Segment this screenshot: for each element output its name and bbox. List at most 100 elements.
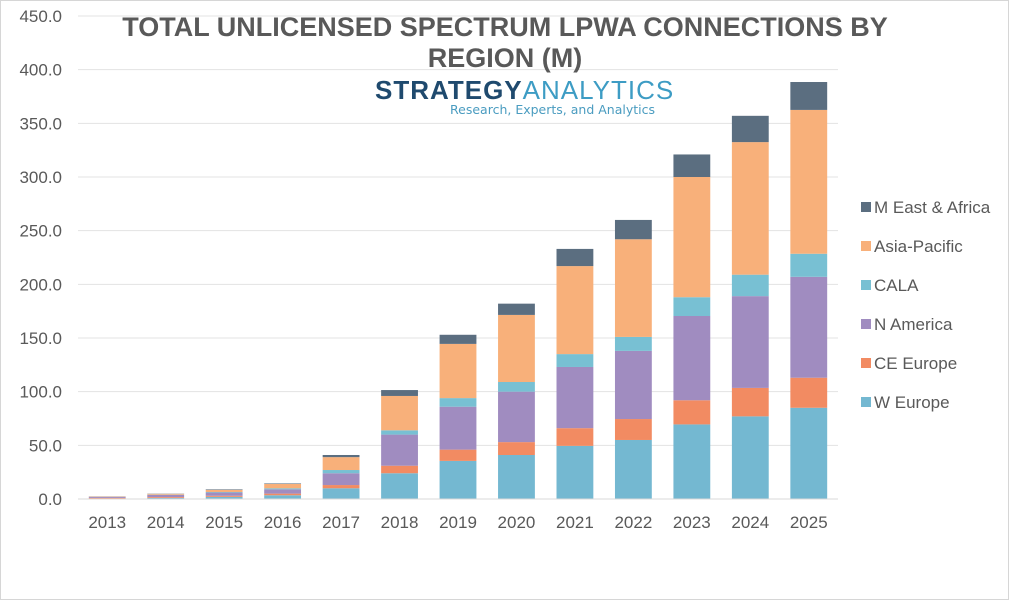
bar-segment-ce-europe xyxy=(498,442,535,455)
bar-segment-n-america xyxy=(322,473,360,486)
bar-segment-n-america xyxy=(381,434,418,466)
legend-label: M East & Africa xyxy=(874,198,991,217)
bar-segment-ce-europe xyxy=(614,419,652,440)
bar-segment-asia-pacific xyxy=(147,493,185,495)
bar-segment-n-america xyxy=(264,489,302,494)
legend-swatch xyxy=(861,358,871,368)
y-tick-label: 400.0 xyxy=(19,61,62,80)
bar-segment-asia-pacific xyxy=(322,457,360,471)
bar-segment-w-europe xyxy=(614,439,652,499)
bar-stack-2023 xyxy=(673,154,711,499)
bar-segment-ce-europe xyxy=(673,400,711,425)
bar-segment-asia-pacific xyxy=(381,395,418,431)
bar-segment-ce-europe xyxy=(381,465,418,474)
bar-segment-m-east-africa xyxy=(556,248,594,267)
bar-segment-n-america xyxy=(556,366,594,429)
bar-segment-ce-europe xyxy=(439,449,477,461)
bars xyxy=(88,82,828,499)
bar-segment-cala xyxy=(673,297,711,316)
bar-segment-asia-pacific xyxy=(731,142,769,275)
bar-segment-ce-europe xyxy=(88,497,126,499)
x-tick-label: 2018 xyxy=(381,513,419,532)
bar-segment-asia-pacific xyxy=(439,343,477,399)
bar-segment-ce-europe xyxy=(147,497,185,498)
legend-swatch xyxy=(861,280,871,290)
y-tick-label: 200.0 xyxy=(19,275,62,294)
x-tick-label: 2025 xyxy=(790,513,828,532)
x-tick-label: 2017 xyxy=(322,513,360,532)
bar-segment-w-europe xyxy=(147,497,185,499)
legend-item: M East & Africa xyxy=(861,198,991,217)
chart-title-line-2: REGION (M) xyxy=(428,43,583,73)
x-tick-label: 2024 xyxy=(731,513,769,532)
chart-title-line-1: TOTAL UNLICENSED SPECTRUM LPWA CONNECTIO… xyxy=(122,12,888,42)
bar-segment-cala xyxy=(790,253,828,277)
legend-swatch xyxy=(861,397,871,407)
bar-segment-n-america xyxy=(790,276,828,378)
legend-item: CE Europe xyxy=(861,354,957,373)
y-tick-label: 300.0 xyxy=(19,168,62,187)
bar-segment-ce-europe xyxy=(264,493,302,496)
bar-segment-n-america xyxy=(614,350,652,420)
y-tick-label: 450.0 xyxy=(19,7,62,26)
bar-segment-cala xyxy=(381,430,418,435)
bar-segment-ce-europe xyxy=(790,377,828,408)
bar-segment-ce-europe xyxy=(322,485,360,489)
logo-brand-strategy: STRATEGY xyxy=(375,75,523,105)
y-axis-ticks: 0.0 50.0 100.0 150.0 200.0 250.0 300.0 350.0 400… xyxy=(19,7,62,509)
x-tick-label: 2023 xyxy=(673,513,711,532)
legend-swatch xyxy=(861,319,871,329)
bar-stack-2025 xyxy=(790,82,828,499)
x-tick-label: 2021 xyxy=(556,513,594,532)
x-tick-label: 2019 xyxy=(439,513,477,532)
bar-stack-2017 xyxy=(322,454,360,499)
bar-stack-2021 xyxy=(556,248,594,499)
legend-label: CE Europe xyxy=(874,354,957,373)
logo-tagline: Research, Experts, and Analytics xyxy=(450,102,655,117)
bar-stack-2014 xyxy=(147,493,185,499)
gridlines xyxy=(78,15,838,446)
legend: M East & Africa Asia-Pacific CALA N America… xyxy=(861,198,991,412)
bar-segment-m-east-africa xyxy=(439,334,477,344)
bar-segment-w-europe xyxy=(790,407,828,499)
logo-brand: STRATEGYANALYTICS xyxy=(375,75,674,105)
x-tick-label: 2020 xyxy=(498,513,536,532)
legend-item: CALA xyxy=(861,276,919,295)
bar-segment-m-east-africa xyxy=(673,154,711,177)
bar-segment-cala xyxy=(264,488,302,490)
bar-segment-asia-pacific xyxy=(790,109,828,254)
bar-segment-w-europe xyxy=(205,496,243,499)
bar-segment-w-europe xyxy=(322,488,360,499)
x-tick-label: 2022 xyxy=(614,513,652,532)
bar-stack-2016 xyxy=(264,483,302,499)
x-tick-label: 2013 xyxy=(88,513,126,532)
bar-segment-m-east-africa xyxy=(205,489,243,490)
bar-segment-ce-europe xyxy=(731,387,769,417)
bar-segment-w-europe xyxy=(264,495,302,499)
bar-segment-n-america xyxy=(439,406,477,450)
bar-stack-2019 xyxy=(439,334,477,499)
bar-segment-m-east-africa xyxy=(264,483,302,484)
legend-label: N America xyxy=(874,315,953,334)
bar-segment-n-america xyxy=(205,492,243,496)
bar-segment-w-europe xyxy=(381,473,418,499)
bar-segment-m-east-africa xyxy=(614,219,652,240)
bar-segment-m-east-africa xyxy=(381,390,418,396)
x-tick-label: 2014 xyxy=(147,513,185,532)
logo-brand-analytics: ANALYTICS xyxy=(523,75,675,105)
bar-segment-w-europe xyxy=(439,460,477,499)
x-tick-label: 2016 xyxy=(264,513,302,532)
bar-segment-n-america xyxy=(731,296,769,388)
bar-segment-asia-pacific xyxy=(498,314,535,383)
bar-segment-asia-pacific xyxy=(556,266,594,355)
bar-segment-asia-pacific xyxy=(614,239,652,337)
bar-stack-2022 xyxy=(614,219,652,499)
bar-segment-w-europe xyxy=(731,416,769,499)
x-axis-ticks: 2013 2014 2015 2016 2017 2018 2019 2020 2021 2022… xyxy=(88,513,827,532)
bar-segment-asia-pacific xyxy=(673,177,711,298)
y-tick-label: 250.0 xyxy=(19,222,62,241)
bar-segment-m-east-africa xyxy=(322,454,360,458)
legend-label: W Europe xyxy=(874,393,950,412)
bar-segment-cala xyxy=(205,492,243,493)
